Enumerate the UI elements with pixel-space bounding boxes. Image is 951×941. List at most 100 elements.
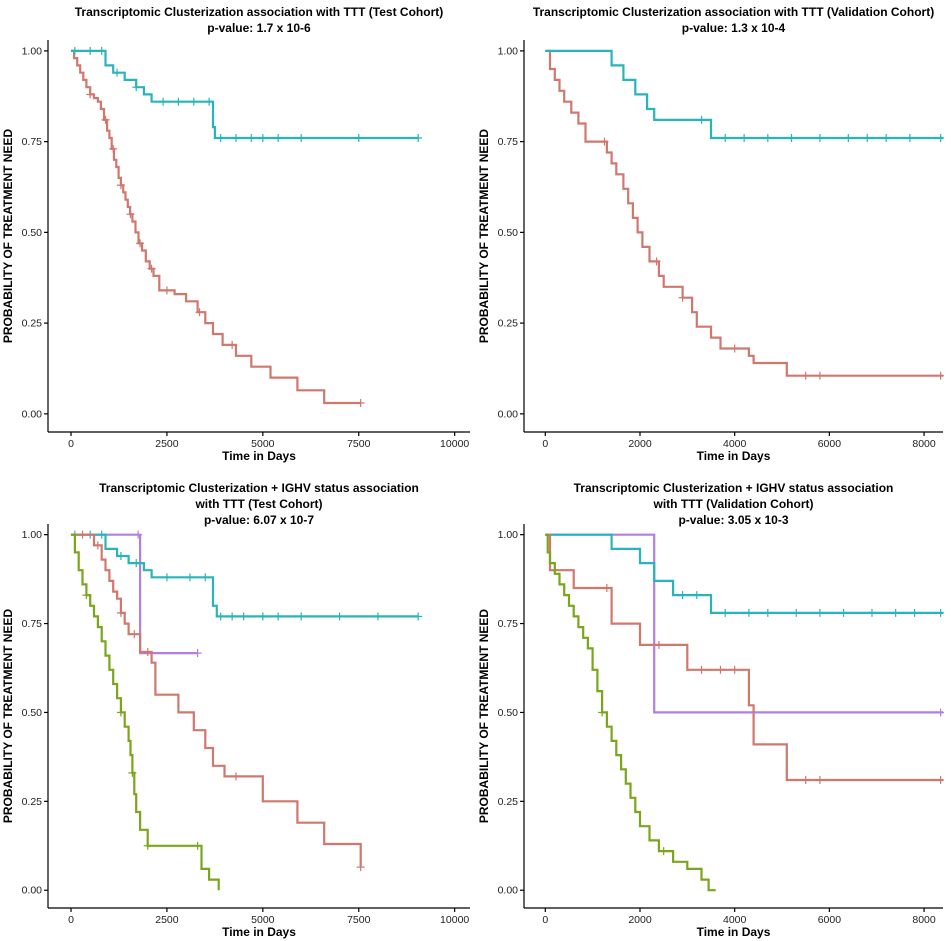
censor-mark xyxy=(136,239,145,248)
censor-mark xyxy=(936,708,944,717)
censor-mark xyxy=(205,97,214,106)
x-tick-label: 4000 xyxy=(723,438,747,450)
y-tick-label: 0.00 xyxy=(498,885,519,897)
censor-mark xyxy=(82,591,91,600)
censor-mark xyxy=(373,612,382,621)
censor-mark xyxy=(216,134,225,142)
censor-mark xyxy=(936,134,944,142)
chart-title-line2: with TTT (Validation Cohort) xyxy=(653,497,814,511)
censor-mark xyxy=(201,573,210,582)
censor-mark xyxy=(147,264,156,273)
censor-mark xyxy=(174,97,183,106)
censor-mark xyxy=(195,308,204,317)
y-tick-label: 0.25 xyxy=(498,318,519,330)
censor-mark xyxy=(844,134,853,142)
censor-mark xyxy=(354,134,363,142)
censor-mark xyxy=(128,768,137,777)
y-tick-label: 0.75 xyxy=(22,618,43,630)
y-tick-label: 0.75 xyxy=(498,618,519,630)
censor-mark xyxy=(815,608,824,617)
censor-mark xyxy=(652,257,661,266)
y-tick-label: 0.25 xyxy=(498,796,519,808)
km-curve-group-green xyxy=(545,533,716,892)
x-tick-label: 0 xyxy=(68,914,74,926)
x-tick-label: 8000 xyxy=(912,914,936,926)
y-axis-label: PROBABILITY OF TREATMENT NEED xyxy=(477,129,491,344)
y-axis-label: PROBABILITY OF TREATMENT NEED xyxy=(1,609,15,824)
km-curve-cluster-red xyxy=(545,49,943,377)
censor-mark xyxy=(193,649,202,658)
censor-mark xyxy=(740,134,749,142)
censor-mark xyxy=(335,612,344,621)
censor-mark xyxy=(678,293,687,302)
censor-mark xyxy=(815,371,824,380)
km-curve-group-red xyxy=(545,533,943,782)
censor-mark xyxy=(882,134,891,142)
y-tick-label: 0.00 xyxy=(498,408,519,420)
chart-title: Transcriptomic Clusterization + IGHV sta… xyxy=(574,481,894,495)
censor-mark xyxy=(801,371,810,380)
censor-mark xyxy=(936,608,944,617)
chart-title: Transcriptomic Clusterization + IGHV sta… xyxy=(99,481,419,495)
censor-mark xyxy=(162,286,171,295)
censor-mark xyxy=(730,665,739,674)
censor-mark xyxy=(654,640,663,649)
censor-mark xyxy=(274,134,283,142)
y-tick-label: 1.00 xyxy=(22,45,43,57)
censor-mark xyxy=(78,530,87,539)
chart-subtitle: p-value: 1.3 x 10-4 xyxy=(682,21,786,35)
y-tick-label: 0.50 xyxy=(22,227,43,239)
chart-title: Transcriptomic Clusterization associatio… xyxy=(75,5,443,19)
censor-mark xyxy=(134,530,143,539)
censor-mark xyxy=(692,591,701,600)
censor-mark xyxy=(93,541,102,550)
censor-mark xyxy=(763,608,772,617)
censor-mark xyxy=(297,612,306,621)
km-curve-group-red xyxy=(71,533,362,868)
censor-mark xyxy=(600,137,609,146)
km-curve-cluster-cyan xyxy=(545,49,943,140)
x-tick-label: 10000 xyxy=(440,914,469,926)
censor-mark xyxy=(189,97,198,106)
censor-mark xyxy=(228,340,237,349)
km-panel-3: Transcriptomic Clusterization + IGHV sta… xyxy=(1,481,470,939)
censor-mark xyxy=(116,708,125,717)
censor-mark xyxy=(126,210,135,219)
km-curve-cluster-red xyxy=(71,49,361,405)
x-tick-label: 6000 xyxy=(818,438,842,450)
censor-mark xyxy=(143,648,152,656)
y-tick-label: 1.00 xyxy=(22,529,43,541)
censor-mark xyxy=(297,134,306,142)
x-axis-label: Time in Days xyxy=(222,449,296,463)
censor-mark xyxy=(602,584,611,592)
x-tick-label: 2500 xyxy=(155,914,179,926)
x-tick-label: 10000 xyxy=(440,438,469,450)
y-tick-label: 0.00 xyxy=(22,408,43,420)
censor-mark xyxy=(97,46,106,55)
censor-mark xyxy=(193,841,202,850)
y-axis-label: PROBABILITY OF TREATMENT NEED xyxy=(1,129,15,344)
censor-mark xyxy=(936,371,944,380)
censor-mark xyxy=(697,665,706,674)
censor-mark xyxy=(356,863,365,872)
y-tick-label: 0.25 xyxy=(22,796,43,808)
y-tick-label: 1.00 xyxy=(498,45,519,57)
censor-mark xyxy=(744,608,753,617)
censor-mark xyxy=(231,772,240,781)
censor-mark xyxy=(258,612,267,621)
censor-mark xyxy=(721,134,730,142)
y-tick-label: 0.25 xyxy=(22,318,43,330)
x-tick-label: 2500 xyxy=(155,438,179,450)
y-tick-label: 0.50 xyxy=(498,707,519,719)
censor-mark xyxy=(116,608,125,617)
y-tick-label: 0.00 xyxy=(22,885,43,897)
censor-mark xyxy=(143,841,152,850)
x-tick-label: 4000 xyxy=(723,914,747,926)
km-curve-group-purple xyxy=(545,533,943,714)
censor-mark xyxy=(763,134,772,142)
censor-mark xyxy=(787,134,796,142)
km-panel-4: Transcriptomic Clusterization + IGHV sta… xyxy=(477,481,944,939)
km-curve-cluster-cyan xyxy=(71,49,419,140)
chart-subtitle: p-value: 3.05 x 10-3 xyxy=(678,513,788,527)
